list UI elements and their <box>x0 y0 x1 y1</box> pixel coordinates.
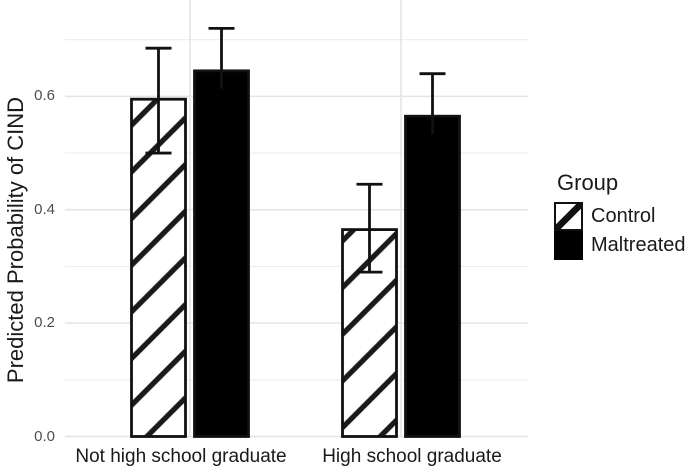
x-category-label-hs-grad: High school graduate <box>322 446 502 467</box>
legend-label-maltreated: Maltreated <box>591 234 686 256</box>
y-axis-title: Predicted Probability of CIND <box>3 96 28 384</box>
error-bar-maltreated-0 <box>208 26 235 89</box>
y-tick-label-0.6: 0.6 <box>34 87 55 105</box>
legend: Group Control Maltreated <box>554 171 686 260</box>
y-tick-label-0.0: 0.0 <box>34 427 55 445</box>
legend-entry-control: Control <box>554 202 686 231</box>
error-bar-control-1 <box>356 182 383 274</box>
bar-maltreated-1 <box>404 114 461 438</box>
y-tick-label-0.2: 0.2 <box>34 314 55 332</box>
y-tick-label-0.4: 0.4 <box>34 200 55 218</box>
solid-swatch-icon <box>554 231 583 260</box>
hatched-swatch-icon <box>554 202 583 231</box>
legend-title: Group <box>557 170 619 195</box>
legend-label-control: Control <box>591 205 656 227</box>
error-bar-control-0 <box>145 46 172 155</box>
x-category-label-not-hs-grad: Not high school graduate <box>75 446 287 467</box>
legend-entry-maltreated: Maltreated <box>554 231 686 260</box>
bar-maltreated-0 <box>193 69 250 438</box>
error-bar-maltreated-1 <box>419 72 446 135</box>
